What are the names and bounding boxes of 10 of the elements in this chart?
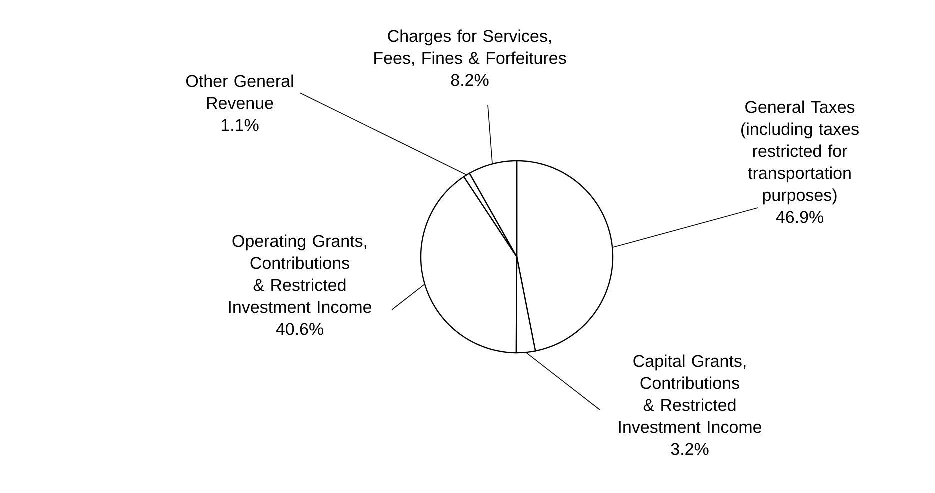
data-label: 46.9% (776, 211, 824, 224)
data-label: 40.6% (276, 323, 324, 336)
data-label: 3.2% (671, 443, 709, 456)
data-label: 1.1% (222, 119, 259, 132)
slice-label: Capital Grants, Contributions & Restricted Investment Income (619, 354, 762, 434)
slice-label: Charges for Services, Fees, Fines & Forfeitures (374, 30, 566, 66)
slice-label: Operating Grants, Contributions & Restricted Investment Income (229, 234, 372, 314)
data-label: 8.2% (451, 74, 489, 86)
slice-label: General Taxes (including taxes restricted for transportation purposes) (742, 100, 859, 205)
slice-label: Other General Revenue (186, 74, 294, 110)
